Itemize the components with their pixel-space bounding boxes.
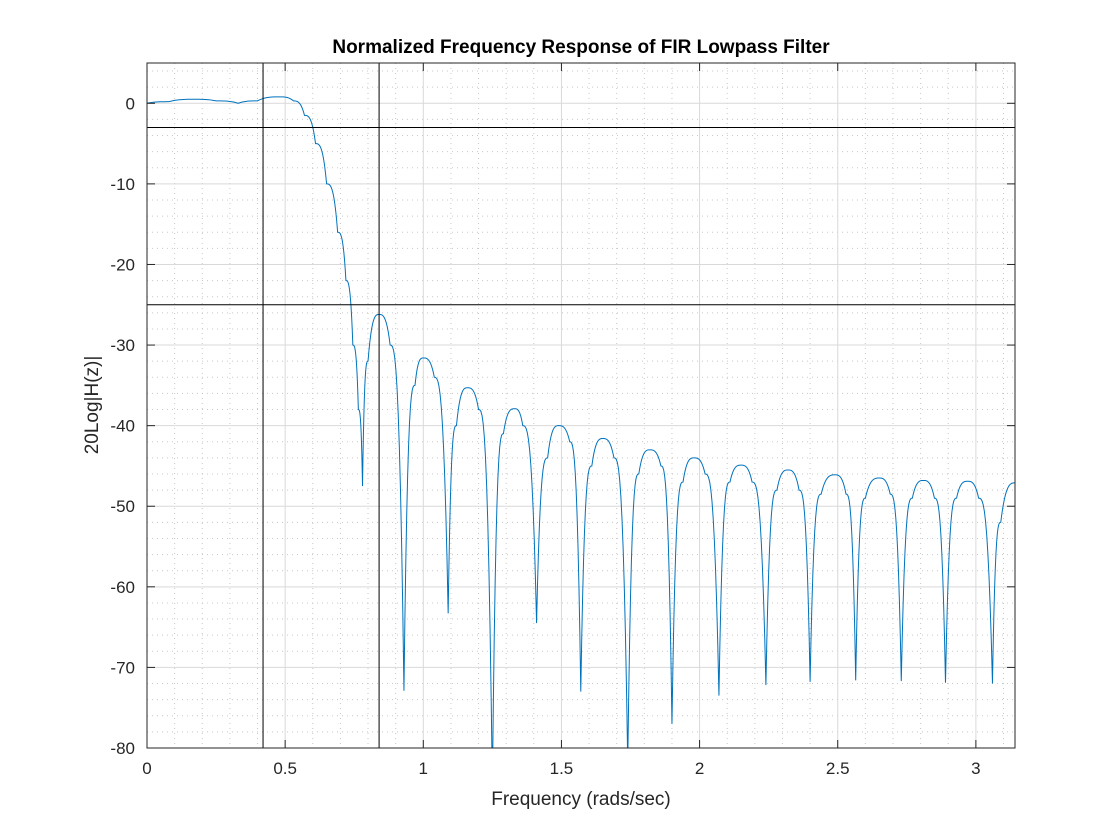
x-tick-label: 1: [419, 759, 428, 778]
y-tick-label: -70: [110, 658, 135, 677]
y-tick-label: -80: [110, 739, 135, 758]
plot-area: [147, 96, 1015, 748]
x-tick-label: 0: [142, 759, 151, 778]
y-axis-label: 20Log|H(z)|: [82, 356, 103, 455]
series-line-0: [147, 96, 1015, 748]
y-tick-label: -30: [110, 336, 135, 355]
y-tick-label: 0: [126, 94, 135, 113]
y-tick-label: -50: [110, 497, 135, 516]
y-tick-label: -40: [110, 417, 135, 436]
x-axis-label: Frequency (rads/sec): [491, 789, 671, 810]
reference-lines: [147, 63, 1015, 748]
y-tick-label: -20: [110, 255, 135, 274]
chart-title: Normalized Frequency Response of FIR Low…: [332, 37, 830, 58]
y-tick-label: -60: [110, 578, 135, 597]
x-tick-label: 2: [695, 759, 704, 778]
axes-box: [146, 62, 1016, 749]
x-tick-label: 0.5: [273, 759, 297, 778]
y-tick-label: -10: [110, 175, 135, 194]
x-tick-label: 2.5: [826, 759, 850, 778]
x-tick-label: 1.5: [550, 759, 574, 778]
x-tick-label: 3: [971, 759, 980, 778]
minor-grid: [147, 63, 1015, 748]
ticks: 0 0.5 1 1.5 2 2.5 3 0 -10 -20 -30 -40 -50 -60 -70 -80: [110, 63, 1015, 778]
